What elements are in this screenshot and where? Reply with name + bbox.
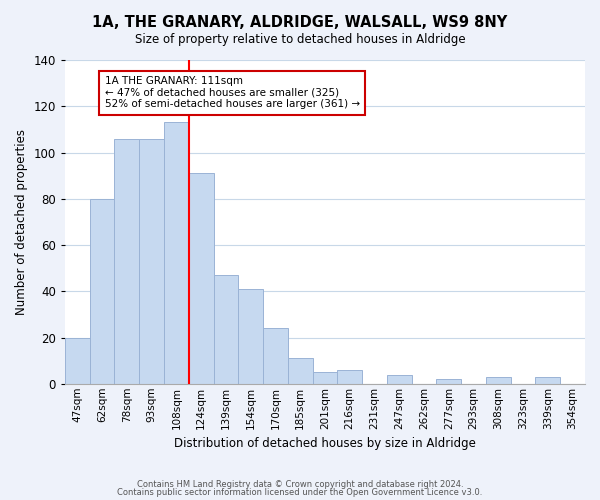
Bar (139, 138, 164, 384)
Text: Size of property relative to detached houses in Aldridge: Size of property relative to detached ho… (134, 32, 466, 46)
Bar (115, 138, 139, 384)
Bar (90, 199, 115, 384)
Text: Contains HM Land Registry data © Crown copyright and database right 2024.: Contains HM Land Registry data © Crown c… (137, 480, 463, 489)
Bar (436, 379, 461, 384)
Bar (535, 377, 560, 384)
X-axis label: Distribution of detached houses by size in Aldridge: Distribution of detached houses by size … (174, 437, 476, 450)
Bar (288, 358, 313, 384)
Bar (214, 275, 238, 384)
Bar (164, 122, 189, 384)
Bar (263, 328, 288, 384)
Text: 1A, THE GRANARY, ALDRIDGE, WALSALL, WS9 8NY: 1A, THE GRANARY, ALDRIDGE, WALSALL, WS9 … (92, 15, 508, 30)
Text: 1A THE GRANARY: 111sqm
← 47% of detached houses are smaller (325)
52% of semi-de: 1A THE GRANARY: 111sqm ← 47% of detached… (104, 76, 360, 110)
Text: Contains public sector information licensed under the Open Government Licence v3: Contains public sector information licen… (118, 488, 482, 497)
Bar (337, 370, 362, 384)
Bar (313, 372, 337, 384)
Bar (238, 289, 263, 384)
Bar (189, 174, 214, 384)
Y-axis label: Number of detached properties: Number of detached properties (15, 129, 28, 315)
Bar (65, 338, 90, 384)
Bar (387, 374, 412, 384)
Bar (486, 377, 511, 384)
